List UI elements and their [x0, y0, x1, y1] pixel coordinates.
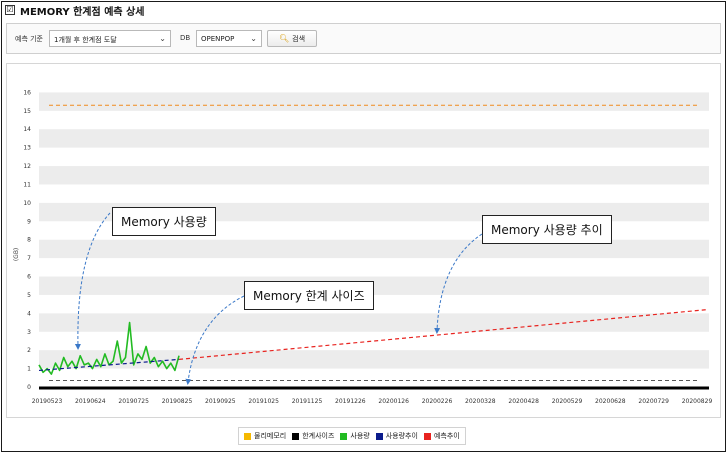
period-label: 예측 기준 — [15, 35, 43, 43]
x-tick-label: 20191125 — [292, 398, 323, 405]
y-tick-label: 5 — [27, 292, 31, 299]
search-icon: 🔍︎ — [278, 34, 290, 43]
legend-label: 사용량 — [350, 432, 370, 440]
legend-item-forecast-trend[interactable]: 예측추이 — [423, 431, 460, 441]
x-tick-label: 20200126 — [378, 398, 409, 405]
chevron-down-icon: ⌄ — [250, 34, 257, 43]
y-tick-label: 6 — [27, 274, 31, 281]
x-tick-label: 20200226 — [422, 398, 453, 405]
grid-band — [39, 129, 709, 148]
y-tick-label: 11 — [23, 181, 31, 188]
page-title: MEMORY 한계점 예측 상세 — [20, 6, 145, 18]
legend-swatch — [292, 432, 300, 440]
legend-item-limit-size[interactable]: 한계사이즈 — [292, 431, 334, 441]
legend-swatch — [423, 432, 431, 440]
x-tick-label: 20200829 — [682, 398, 713, 405]
checkbox-icon[interactable]: ☑ — [5, 5, 15, 15]
period-select[interactable]: 1개월 후 한계점 도달 ⌄ — [49, 30, 171, 47]
y-tick-label: 1 — [27, 366, 31, 373]
grid-band — [39, 350, 709, 369]
grid-band — [39, 313, 709, 332]
x-tick-label: 20200328 — [465, 398, 496, 405]
search-button-label: 검색 — [292, 34, 306, 43]
x-tick-label: 20190925 — [205, 398, 236, 405]
grid-band — [39, 276, 709, 295]
grid-band — [39, 166, 709, 185]
y-tick-label: 14 — [23, 126, 31, 133]
x-tick-label: 20200428 — [508, 398, 539, 405]
period-select-value: 1개월 후 한계점 도달 — [54, 36, 117, 44]
y-tick-label: 7 — [27, 255, 31, 262]
legend-label: 물리메모리 — [254, 432, 287, 440]
db-select-value: OPENPOP — [201, 35, 235, 43]
x-tick-label: 20190523 — [32, 398, 63, 405]
callout-memory-usage: Memory 사용량 — [112, 207, 216, 236]
legend-label: 예측추이 — [433, 432, 460, 440]
y-tick-label: 0 — [27, 384, 31, 391]
x-tick-label: 20200529 — [552, 398, 583, 405]
legend-swatch — [375, 432, 383, 440]
legend-swatch — [340, 432, 348, 440]
legend-item-usage-trend[interactable]: 사용량추이 — [375, 431, 418, 441]
chevron-down-icon: ⌄ — [159, 34, 166, 43]
y-tick-label: 8 — [27, 237, 31, 244]
y-axis-label: (GB) — [13, 248, 20, 261]
y-tick-label: 3 — [27, 329, 31, 336]
y-tick-label: 10 — [23, 200, 31, 207]
y-tick-label: 4 — [27, 310, 31, 317]
x-tick-label: 20190825 — [162, 398, 193, 405]
legend-item-usage[interactable]: 사용량 — [340, 431, 370, 441]
x-tick-label: 20200729 — [638, 398, 669, 405]
x-tick-label: 20191025 — [248, 398, 279, 405]
x-tick-label: 20191226 — [335, 398, 366, 405]
search-button[interactable]: 🔍︎ 검색 — [267, 30, 317, 47]
legend-label: 사용량추이 — [385, 432, 418, 440]
chart-legend: 물리메모리 한계사이즈 사용량 사용량추이 예측추이 — [238, 427, 466, 445]
db-label: DB — [180, 34, 191, 42]
y-tick-label: 2 — [27, 347, 31, 354]
y-tick-label: 9 — [27, 218, 31, 225]
callout-memory-usage-trend: Memory 사용량 추이 — [482, 215, 612, 244]
filter-bar: 예측 기준 1개월 후 한계점 도달 ⌄ DB OPENPOP ⌄ 🔍︎ 검색 — [6, 23, 721, 54]
y-tick-label: 16 — [23, 89, 31, 96]
grid-band — [39, 92, 709, 111]
memory-forecast-chart: 0 1 2 3 4 5 6 7 8 9 10 11 12 13 14 15 16 (GB) 20190523 2019… — [6, 63, 721, 418]
x-tick-label: 20190725 — [118, 398, 149, 405]
window-title-bar: ☑ MEMORY 한계점 예측 상세 — [5, 3, 145, 18]
y-tick-label: 12 — [23, 163, 31, 170]
callout-memory-limit-size: Memory 한계 사이즈 — [244, 281, 374, 310]
legend-swatch — [244, 432, 251, 440]
grid-band — [39, 239, 709, 259]
y-tick-label: 15 — [23, 108, 31, 115]
legend-label: 한계사이즈 — [302, 432, 335, 440]
usage-trend-line — [38, 358, 180, 372]
forecast-trend-line — [178, 309, 707, 360]
x-tick-label: 20200628 — [595, 398, 626, 405]
db-select[interactable]: OPENPOP ⌄ — [196, 30, 262, 47]
y-tick-label: 13 — [23, 145, 31, 152]
legend-item-physical-memory[interactable]: 물리메모리 — [244, 431, 286, 441]
x-tick-label: 20190624 — [75, 398, 106, 405]
